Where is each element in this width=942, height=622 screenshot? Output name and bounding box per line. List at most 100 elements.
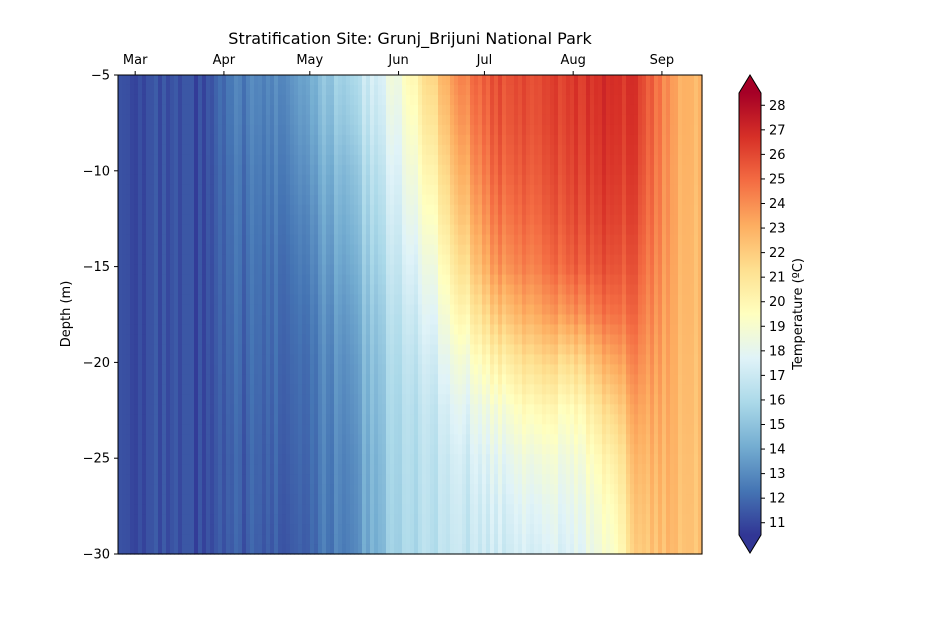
heatmap-cell <box>410 164 415 176</box>
heatmap-cell <box>230 114 235 126</box>
heatmap-cell <box>314 304 319 316</box>
heatmap-cell <box>362 224 367 236</box>
heatmap-cell <box>254 284 259 296</box>
heatmap-cell <box>198 244 203 256</box>
heatmap-cell <box>206 344 211 356</box>
heatmap-cell <box>506 484 511 495</box>
heatmap-cell <box>130 494 135 505</box>
heatmap-cell <box>490 544 495 555</box>
heatmap-cell <box>354 314 359 326</box>
heatmap-cell <box>390 234 395 246</box>
heatmap-cell <box>334 114 339 126</box>
heatmap-cell <box>274 75 279 86</box>
heatmap-cell <box>186 434 191 445</box>
heatmap-cell <box>334 474 339 485</box>
heatmap-cell <box>158 94 163 106</box>
heatmap-cell <box>378 384 383 395</box>
heatmap-cell <box>318 294 323 306</box>
heatmap-cell <box>266 304 271 316</box>
heatmap-cell <box>530 424 535 435</box>
heatmap-cell <box>230 384 235 395</box>
heatmap-cell <box>238 324 243 336</box>
heatmap-cell <box>218 324 223 336</box>
heatmap-cell <box>458 414 463 425</box>
heatmap-cell <box>406 154 411 166</box>
heatmap-cell <box>182 454 187 465</box>
heatmap-cell <box>486 414 491 425</box>
heatmap-cell <box>430 384 435 395</box>
heatmap-cell <box>166 384 171 395</box>
heatmap-cell <box>138 124 143 136</box>
heatmap-cell <box>230 514 235 525</box>
heatmap-cell <box>206 314 211 326</box>
heatmap-cell <box>442 174 447 186</box>
heatmap-cell <box>170 264 175 276</box>
heatmap-cell <box>454 134 459 146</box>
heatmap-cell <box>154 464 159 475</box>
heatmap-cell <box>482 404 487 415</box>
heatmap-cell <box>350 204 355 216</box>
heatmap-cell <box>298 154 303 166</box>
heatmap-cell <box>234 204 239 216</box>
heatmap-cell <box>238 494 243 505</box>
heatmap-cell <box>146 194 151 206</box>
heatmap-cell <box>302 454 307 465</box>
heatmap-cell <box>294 544 299 555</box>
heatmap-cell <box>394 244 399 256</box>
heatmap-cell <box>306 204 311 216</box>
heatmap-cell <box>234 454 239 465</box>
heatmap-cell <box>134 264 139 276</box>
heatmap-cell <box>358 354 363 365</box>
heatmap-cell <box>314 504 319 515</box>
heatmap-cell <box>394 464 399 475</box>
heatmap-cell <box>282 364 287 375</box>
heatmap-cell <box>150 334 155 346</box>
heatmap-cell <box>510 144 515 156</box>
heatmap-cell <box>290 324 295 336</box>
heatmap-cell <box>402 264 407 276</box>
heatmap-cell <box>258 464 263 475</box>
heatmap-cell <box>294 344 299 356</box>
heatmap-cell <box>354 194 359 206</box>
heatmap-cell <box>250 214 255 226</box>
heatmap-cell <box>138 214 143 226</box>
heatmap-cell <box>410 534 415 545</box>
heatmap-cell <box>446 414 451 425</box>
heatmap-cell <box>126 524 131 535</box>
heatmap-cell <box>330 354 335 365</box>
heatmap-cell <box>254 344 259 356</box>
heatmap-cell <box>518 264 523 276</box>
heatmap-cell <box>218 164 223 176</box>
heatmap-cell <box>318 174 323 186</box>
heatmap-cell <box>478 434 483 445</box>
heatmap-cell <box>266 294 271 306</box>
heatmap-cell <box>350 264 355 276</box>
heatmap-cell <box>506 444 511 455</box>
heatmap-cell <box>386 414 391 425</box>
heatmap-cell <box>298 304 303 316</box>
heatmap-cell <box>190 204 195 216</box>
heatmap-cell <box>158 314 163 326</box>
heatmap-cell <box>450 424 455 435</box>
heatmap-cell <box>222 544 227 555</box>
heatmap-cell <box>182 464 187 475</box>
heatmap-cell <box>150 404 155 415</box>
heatmap-cell <box>226 194 231 206</box>
heatmap-cell <box>406 384 411 395</box>
heatmap-cell <box>174 254 179 266</box>
heatmap-cell <box>230 184 235 196</box>
heatmap-cell <box>350 294 355 306</box>
heatmap-cell <box>146 174 151 186</box>
heatmap-cell <box>426 214 431 226</box>
heatmap-cell <box>346 234 351 246</box>
heatmap-cell <box>302 294 307 306</box>
heatmap-cell <box>146 534 151 545</box>
heatmap-cell <box>442 244 447 256</box>
heatmap-cell <box>206 144 211 156</box>
heatmap-cell <box>510 104 515 116</box>
heatmap-cell <box>382 494 387 505</box>
heatmap-cell <box>410 154 415 166</box>
heatmap-cell <box>150 224 155 236</box>
heatmap-cell <box>286 134 291 146</box>
heatmap-cell <box>150 324 155 336</box>
